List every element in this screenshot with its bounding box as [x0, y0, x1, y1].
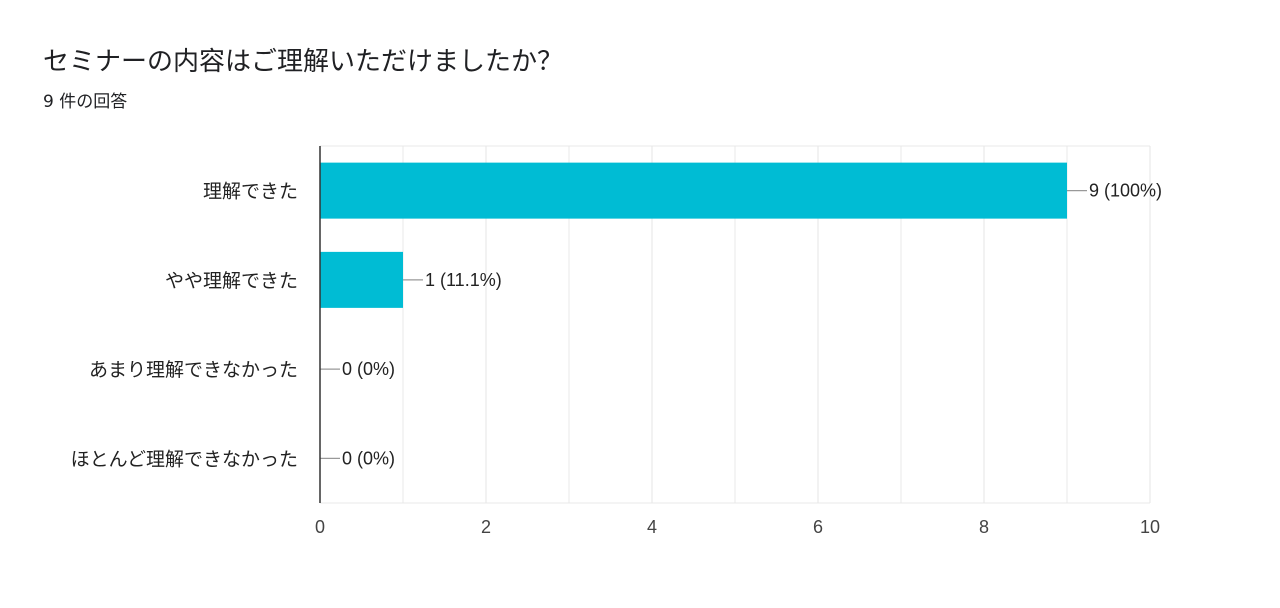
data-label-3: 0 (0%) [342, 448, 395, 468]
x-tick-label-10: 10 [1140, 517, 1160, 537]
x-tick-label-2: 2 [481, 517, 491, 537]
data-label-0: 9 (100%) [1089, 181, 1162, 201]
data-label-1: 1 (11.1%) [425, 270, 502, 290]
category-label-0: 理解できた [203, 181, 298, 203]
data-label-2: 0 (0%) [342, 359, 395, 379]
x-tick-label-0: 0 [315, 517, 325, 537]
x-tick-label-8: 8 [979, 517, 989, 537]
bar-0 [320, 162, 1067, 219]
chart-title: セミナーの内容はご理解いただけましたか？ [43, 47, 564, 77]
x-tick-label-4: 4 [647, 517, 657, 537]
response-count: 9 件の回答 [43, 92, 128, 112]
x-tick-label-6: 6 [813, 517, 823, 537]
category-label-1: やや理解できた [165, 270, 298, 292]
category-label-2: あまり理解できなかった [89, 359, 298, 381]
category-label-3: ほとんど理解できなかった [71, 448, 298, 470]
bar-1 [320, 251, 403, 308]
